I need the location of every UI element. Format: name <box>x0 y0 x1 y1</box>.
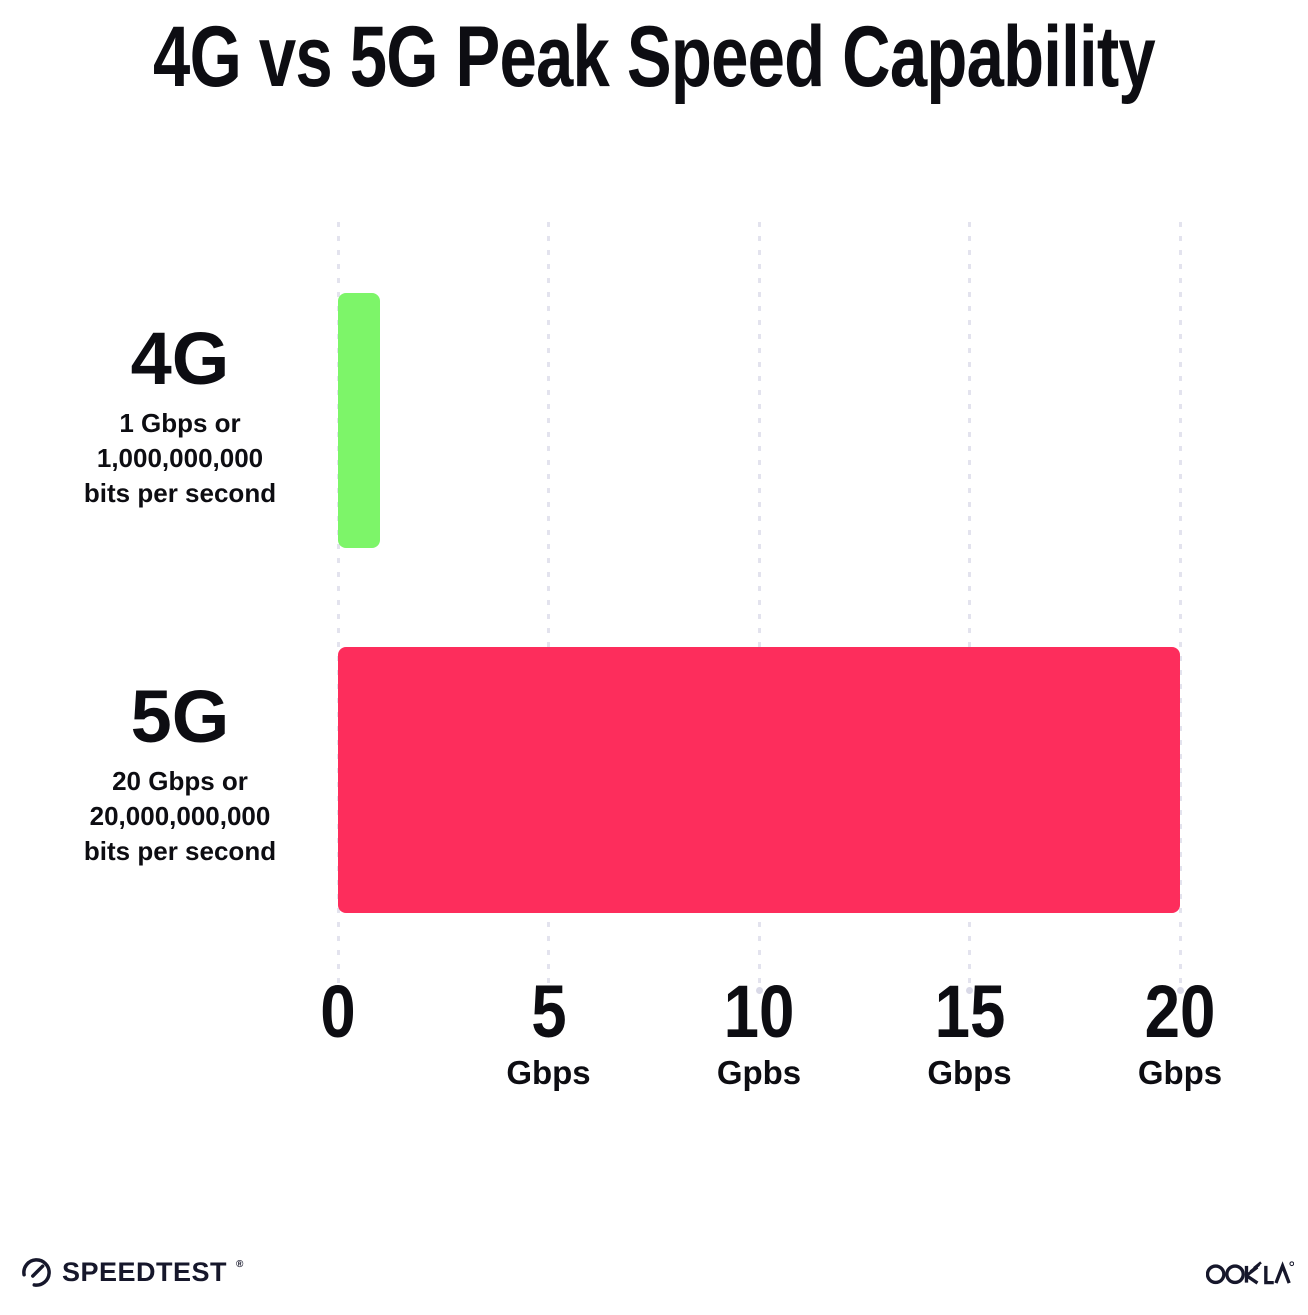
category-sublabel-4g: 1 Gbps or 1,000,000,000 bits per second <box>40 406 320 511</box>
speedtest-wordmark: SPEEDTEST <box>62 1257 228 1287</box>
speedtest-reg-mark: ® <box>236 1259 244 1270</box>
speedtest-logo: SPEEDTEST ® <box>20 1256 243 1289</box>
gridline-5 <box>545 222 552 994</box>
category-sublabel-line: 1,000,000,000 <box>96 443 264 474</box>
speedtest-gauge-icon <box>22 1258 51 1287</box>
category-sublabel-line: 20 Gbps or <box>112 766 248 796</box>
x-tick-unit: Gbps <box>1137 1054 1223 1091</box>
x-tick-label: 15 <box>934 970 1005 1053</box>
gridline-0 <box>334 222 342 994</box>
x-tick-0: 0 <box>233 975 443 1053</box>
category-sublabel-line: 1 Gbps or <box>119 408 241 438</box>
x-tick-unit: Gpbs <box>716 1054 802 1091</box>
category-sublabel-line: bits per second <box>83 836 277 867</box>
gridline-10 <box>755 222 763 994</box>
x-tick-unit: Gbps <box>927 1054 1012 1091</box>
gridline-20 <box>1176 222 1184 994</box>
category-label-4g: 4G 1 Gbps or 1,000,000,000 bits per seco… <box>40 322 320 511</box>
category-label-5g: 5G 20 Gbps or 20,000,000,000 bits per se… <box>40 680 320 869</box>
x-tick-label: 10 <box>723 970 795 1053</box>
category-sublabel-line: 20,000,000,000 <box>89 801 271 832</box>
x-tick-20: 20 Gbps <box>1075 975 1285 1093</box>
category-name-4g: 4G <box>130 317 230 400</box>
bar-5g <box>338 647 1180 913</box>
chart-title: 4G vs 5G Peak Speed Capability <box>153 9 1156 105</box>
x-tick-label: 5 <box>530 970 567 1053</box>
gridline-15 <box>966 222 973 994</box>
x-tick-15: 15 Gbps <box>865 975 1075 1093</box>
x-tick-10: 10 Gpbs <box>654 975 864 1093</box>
x-tick-label: 0 <box>320 970 356 1053</box>
ookla-logo: OOKLA <box>1205 1254 1295 1296</box>
x-tick-unit: Gbps <box>506 1054 591 1091</box>
category-name-5g: 5G <box>130 675 230 758</box>
x-tick-5: 5 Gbps <box>444 975 654 1093</box>
category-sublabel-line: bits per second <box>83 478 277 509</box>
category-sublabel-5g: 20 Gbps or 20,000,000,000 bits per secon… <box>40 764 320 869</box>
x-tick-label: 20 <box>1144 970 1216 1053</box>
bar-4g <box>338 293 381 548</box>
ookla-wordmark-icon <box>1205 1261 1295 1285</box>
